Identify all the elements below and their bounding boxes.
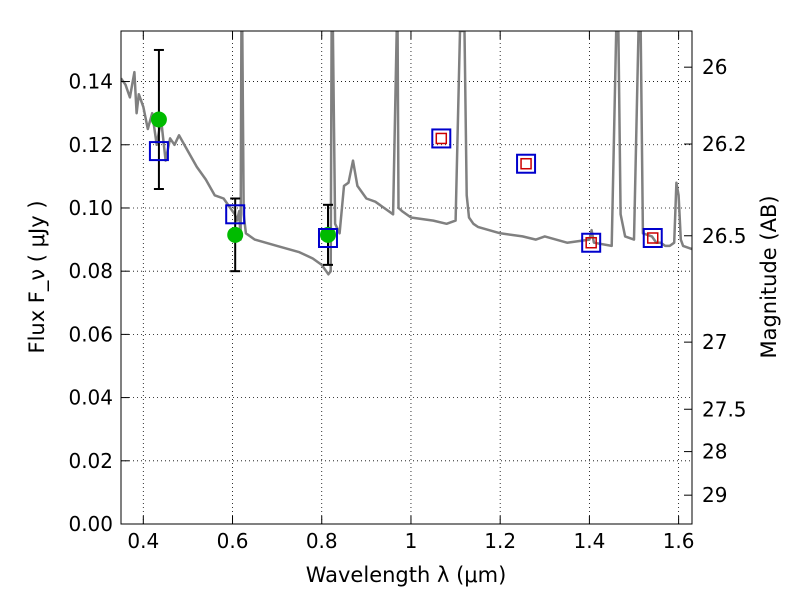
y-tick-label: 0.12	[68, 133, 113, 157]
right-axis-label: Magnitude (AB)	[757, 195, 781, 358]
x-tick-label: 1.2	[484, 529, 516, 553]
model-band-point	[581, 232, 602, 253]
x-tick-label: 1	[405, 529, 418, 553]
y-axis-label: Flux F_ν ( μJy )	[25, 200, 50, 353]
magnitude-tick-label: 29	[702, 483, 727, 507]
x-tick-label: 1.4	[573, 529, 605, 553]
y-tick-label: 0.08	[68, 259, 113, 283]
plot-frame	[120, 30, 693, 525]
x-tick-label: 1.6	[663, 529, 695, 553]
x-tick-label: 0.4	[127, 529, 159, 553]
model-band-point	[148, 141, 169, 162]
x-axis-ticks: 0.4 0.6 0.8 1 1.2 1.4 1.6	[127, 31, 695, 553]
model-band-inner-marker	[646, 232, 659, 244]
model-spectrum-line	[121, 31, 692, 276]
x-tick-label: 0.8	[306, 529, 338, 553]
model-band-inner-marker	[520, 157, 532, 170]
magnitude-tick-label: 26.5	[702, 224, 747, 248]
observed-point	[319, 226, 336, 243]
magnitude-tick-label: 26	[702, 55, 727, 79]
y-axis-ticks: 0.00 0.02 0.04 0.06 0.08 0.10 0.12 0.14	[68, 70, 129, 536]
model-band-point	[317, 227, 338, 248]
y-tick-label: 0.06	[68, 322, 113, 346]
x-axis-label: Wavelength λ (μm)	[306, 563, 507, 587]
model-band-point	[516, 153, 537, 174]
magnitude-tick-label: 27	[702, 330, 727, 354]
magnitude-tick-label: 28	[702, 440, 727, 464]
x-tick-label: 0.6	[217, 529, 249, 553]
model-band-point	[642, 227, 663, 248]
model-band-inner-marker	[585, 236, 597, 249]
model-band-point	[431, 128, 452, 149]
model-band-point	[225, 204, 246, 225]
observed-points	[150, 111, 336, 243]
model-band-inner-marker	[435, 132, 448, 145]
y-tick-label: 0.00	[68, 512, 113, 536]
y-tick-label: 0.10	[68, 196, 113, 220]
y-tick-label: 0.14	[68, 70, 113, 94]
y-tick-label: 0.02	[68, 449, 113, 473]
plot-background	[121, 31, 692, 524]
magnitude-axis-ticks: 26 26.2 26.5 27 27.5 28 29	[684, 55, 747, 507]
model-band-points	[148, 128, 663, 253]
observed-point	[227, 226, 244, 243]
magnitude-tick-label: 26.2	[702, 132, 747, 156]
magnitude-tick-label: 27.5	[702, 397, 747, 421]
y-tick-label: 0.04	[68, 386, 113, 410]
observed-point	[150, 111, 167, 128]
model-spectrum	[121, 31, 692, 276]
